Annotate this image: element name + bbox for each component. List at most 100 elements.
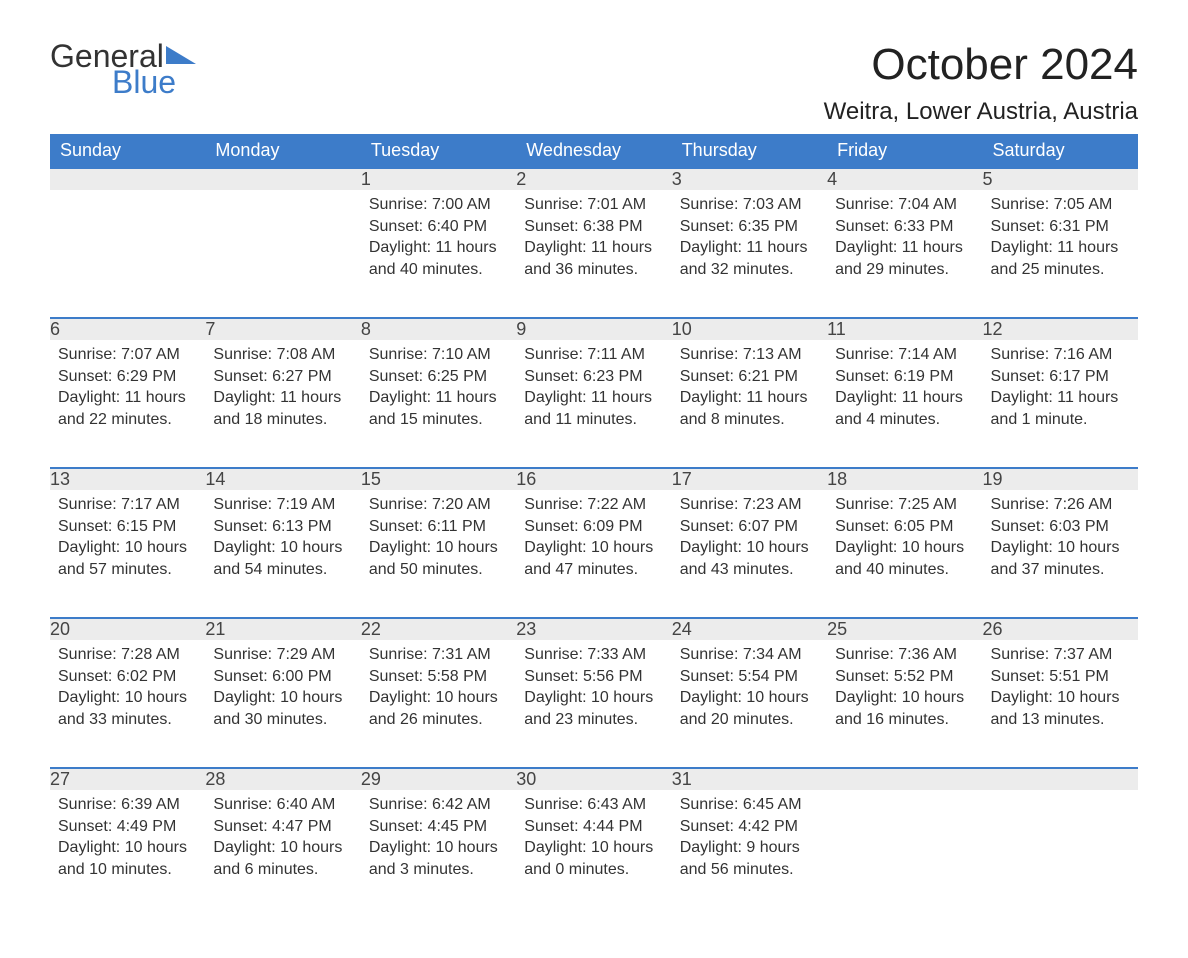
brand-logo: General Blue — [50, 40, 200, 98]
sunrise-text: Sunrise: 7:19 AM — [213, 494, 352, 516]
daylight-text-1: Daylight: 10 hours — [369, 537, 508, 559]
sunrise-text: Sunrise: 7:14 AM — [835, 344, 974, 366]
day-cell: Sunrise: 7:04 AMSunset: 6:33 PMDaylight:… — [827, 190, 982, 318]
day-number — [205, 168, 360, 190]
day-cell: Sunrise: 7:23 AMSunset: 6:07 PMDaylight:… — [672, 490, 827, 618]
daylight-text-2: and 43 minutes. — [680, 559, 819, 581]
sunset-text: Sunset: 5:58 PM — [369, 666, 508, 688]
sunset-text: Sunset: 6:27 PM — [213, 366, 352, 388]
daylight-text-2: and 47 minutes. — [524, 559, 663, 581]
header: General Blue October 2024 Weitra, Lower … — [50, 40, 1138, 126]
weekday-header: Wednesday — [516, 134, 671, 168]
daylight-text-2: and 20 minutes. — [680, 709, 819, 731]
weekday-header: Sunday — [50, 134, 205, 168]
day-number: 15 — [361, 468, 516, 490]
day-cell: Sunrise: 7:16 AMSunset: 6:17 PMDaylight:… — [983, 340, 1138, 468]
day-cell: Sunrise: 7:34 AMSunset: 5:54 PMDaylight:… — [672, 640, 827, 768]
sunset-text: Sunset: 5:54 PM — [680, 666, 819, 688]
daylight-text-1: Daylight: 10 hours — [680, 537, 819, 559]
weekday-header: Monday — [205, 134, 360, 168]
sunrise-text: Sunrise: 7:31 AM — [369, 644, 508, 666]
day-number: 17 — [672, 468, 827, 490]
day-number: 26 — [983, 618, 1138, 640]
calendar-table: Sunday Monday Tuesday Wednesday Thursday… — [50, 134, 1138, 918]
day-number: 19 — [983, 468, 1138, 490]
daylight-text-2: and 50 minutes. — [369, 559, 508, 581]
day-number: 12 — [983, 318, 1138, 340]
daylight-text-2: and 6 minutes. — [213, 859, 352, 881]
sunset-text: Sunset: 4:49 PM — [58, 816, 197, 838]
day-number: 25 — [827, 618, 982, 640]
day-cell: Sunrise: 6:43 AMSunset: 4:44 PMDaylight:… — [516, 790, 671, 918]
daylight-text-1: Daylight: 11 hours — [524, 237, 663, 259]
weekday-header: Saturday — [983, 134, 1138, 168]
day-cell: Sunrise: 6:42 AMSunset: 4:45 PMDaylight:… — [361, 790, 516, 918]
day-number: 22 — [361, 618, 516, 640]
daylight-text-2: and 32 minutes. — [680, 259, 819, 281]
weekday-header: Friday — [827, 134, 982, 168]
daylight-text-1: Daylight: 10 hours — [524, 537, 663, 559]
day-cell — [983, 790, 1138, 918]
sunrise-text: Sunrise: 7:17 AM — [58, 494, 197, 516]
day-number: 21 — [205, 618, 360, 640]
day-cell: Sunrise: 7:13 AMSunset: 6:21 PMDaylight:… — [672, 340, 827, 468]
sunset-text: Sunset: 6:07 PM — [680, 516, 819, 538]
day-cell: Sunrise: 6:40 AMSunset: 4:47 PMDaylight:… — [205, 790, 360, 918]
daylight-text-1: Daylight: 10 hours — [58, 687, 197, 709]
daylight-text-1: Daylight: 10 hours — [524, 687, 663, 709]
day-number: 1 — [361, 168, 516, 190]
sunrise-text: Sunrise: 7:36 AM — [835, 644, 974, 666]
daylight-text-2: and 22 minutes. — [58, 409, 197, 431]
brand-triangle-icon — [166, 46, 200, 66]
day-number: 28 — [205, 768, 360, 790]
daylight-text-1: Daylight: 10 hours — [213, 837, 352, 859]
day-cell: Sunrise: 7:28 AMSunset: 6:02 PMDaylight:… — [50, 640, 205, 768]
week-row: Sunrise: 6:39 AMSunset: 4:49 PM Daylight:… — [50, 790, 1138, 918]
sunrise-text: Sunrise: 7:10 AM — [369, 344, 508, 366]
daylight-text-1: Daylight: 11 hours — [835, 387, 974, 409]
sunrise-text: Sunrise: 7:34 AM — [680, 644, 819, 666]
page-title: October 2024 — [824, 40, 1138, 90]
day-cell: Sunrise: 7:08 AMSunset: 6:27 PMDaylight:… — [205, 340, 360, 468]
sunrise-text: Sunrise: 7:37 AM — [991, 644, 1130, 666]
daylight-text-1: Daylight: 10 hours — [991, 687, 1130, 709]
daylight-text-2: and 40 minutes. — [369, 259, 508, 281]
daylight-text-2: and 13 minutes. — [991, 709, 1130, 731]
day-cell — [205, 190, 360, 318]
day-cell: Sunrise: 7:33 AMSunset: 5:56 PMDaylight:… — [516, 640, 671, 768]
day-number: 8 — [361, 318, 516, 340]
day-number: 11 — [827, 318, 982, 340]
sunset-text: Sunset: 6:38 PM — [524, 216, 663, 238]
daylight-text-1: Daylight: 10 hours — [680, 687, 819, 709]
day-number — [827, 768, 982, 790]
sunset-text: Sunset: 6:13 PM — [213, 516, 352, 538]
sunset-text: Sunset: 6:15 PM — [58, 516, 197, 538]
day-cell: Sunrise: 6:45 AMSunset: 4:42 PMDaylight:… — [672, 790, 827, 918]
sunset-text: Sunset: 6:19 PM — [835, 366, 974, 388]
day-number: 24 — [672, 618, 827, 640]
day-cell: Sunrise: 6:39 AMSunset: 4:49 PMDaylight:… — [50, 790, 205, 918]
sunrise-text: Sunrise: 7:33 AM — [524, 644, 663, 666]
day-cell: Sunrise: 7:36 AMSunset: 5:52 PMDaylight:… — [827, 640, 982, 768]
day-cell: Sunrise: 7:00 AMSunset: 6:40 PMDaylight:… — [361, 190, 516, 318]
week-row: Sunrise: 7:17 AMSunset: 6:15 PM Daylight:… — [50, 490, 1138, 618]
daylight-text-2: and 11 minutes. — [524, 409, 663, 431]
sunrise-text: Sunrise: 7:26 AM — [991, 494, 1130, 516]
sunrise-text: Sunrise: 7:07 AM — [58, 344, 197, 366]
sunrise-text: Sunrise: 7:25 AM — [835, 494, 974, 516]
daylight-text-1: Daylight: 11 hours — [524, 387, 663, 409]
daylight-text-2: and 8 minutes. — [680, 409, 819, 431]
daylight-text-2: and 33 minutes. — [58, 709, 197, 731]
sunset-text: Sunset: 6:21 PM — [680, 366, 819, 388]
day-number — [983, 768, 1138, 790]
sunrise-text: Sunrise: 7:28 AM — [58, 644, 197, 666]
day-cell: Sunrise: 7:37 AMSunset: 5:51 PMDaylight:… — [983, 640, 1138, 768]
sunrise-text: Sunrise: 6:39 AM — [58, 794, 197, 816]
daynum-row: 20212223242526 — [50, 618, 1138, 640]
daylight-text-1: Daylight: 10 hours — [524, 837, 663, 859]
day-cell: Sunrise: 7:14 AMSunset: 6:19 PMDaylight:… — [827, 340, 982, 468]
sunset-text: Sunset: 5:56 PM — [524, 666, 663, 688]
daylight-text-2: and 25 minutes. — [991, 259, 1130, 281]
day-number: 13 — [50, 468, 205, 490]
daylight-text-1: Daylight: 11 hours — [680, 387, 819, 409]
